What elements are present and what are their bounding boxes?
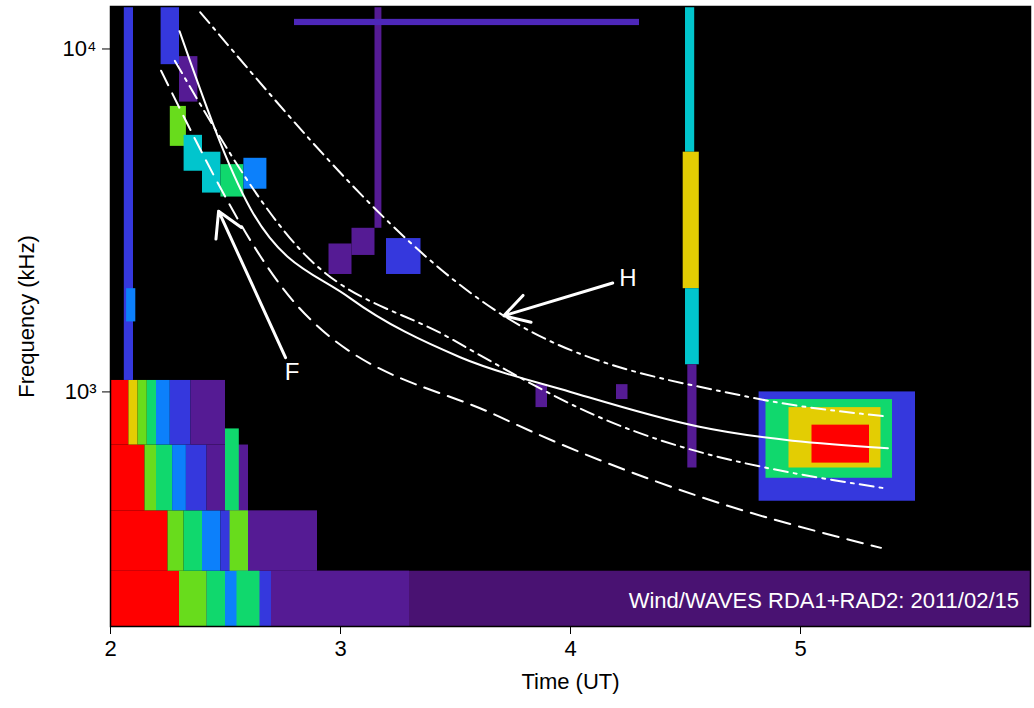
svg-text:Time (UT): Time (UT) xyxy=(521,669,619,694)
svg-text:H: H xyxy=(619,264,636,291)
svg-text:5: 5 xyxy=(794,636,806,661)
svg-text:2: 2 xyxy=(104,636,116,661)
svg-text:10⁴: 10⁴ xyxy=(63,36,97,61)
svg-text:3: 3 xyxy=(334,636,346,661)
svg-text:4: 4 xyxy=(564,636,576,661)
svg-text:Frequency (kHz): Frequency (kHz) xyxy=(14,235,39,398)
svg-text:F: F xyxy=(285,358,300,385)
svg-text:10³: 10³ xyxy=(65,379,97,404)
svg-text:Wind/WAVES RDA1+RAD2: 2011/02/: Wind/WAVES RDA1+RAD2: 2011/02/15 xyxy=(629,588,1019,613)
